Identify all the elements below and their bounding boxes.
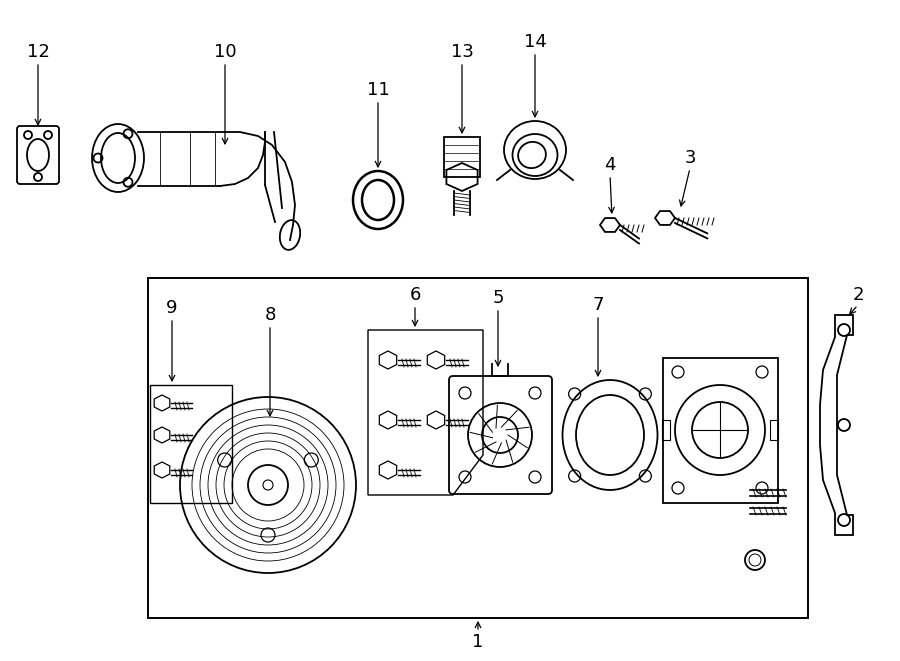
Text: 14: 14 <box>524 33 546 51</box>
Bar <box>770 420 778 440</box>
Text: 8: 8 <box>265 306 275 324</box>
Bar <box>663 358 778 503</box>
Bar <box>444 137 480 177</box>
Text: 9: 9 <box>166 299 178 317</box>
Text: 10: 10 <box>213 43 237 61</box>
Text: 13: 13 <box>451 43 473 61</box>
Text: 11: 11 <box>366 81 390 99</box>
Text: 12: 12 <box>27 43 50 61</box>
Text: 2: 2 <box>852 286 864 304</box>
Bar <box>150 385 232 503</box>
Bar <box>662 420 670 440</box>
Text: 6: 6 <box>410 286 420 304</box>
Text: 1: 1 <box>472 633 483 651</box>
Text: 7: 7 <box>592 296 604 314</box>
Text: 4: 4 <box>604 156 616 174</box>
Bar <box>148 278 808 618</box>
Text: 5: 5 <box>492 289 504 307</box>
Text: 3: 3 <box>684 149 696 167</box>
